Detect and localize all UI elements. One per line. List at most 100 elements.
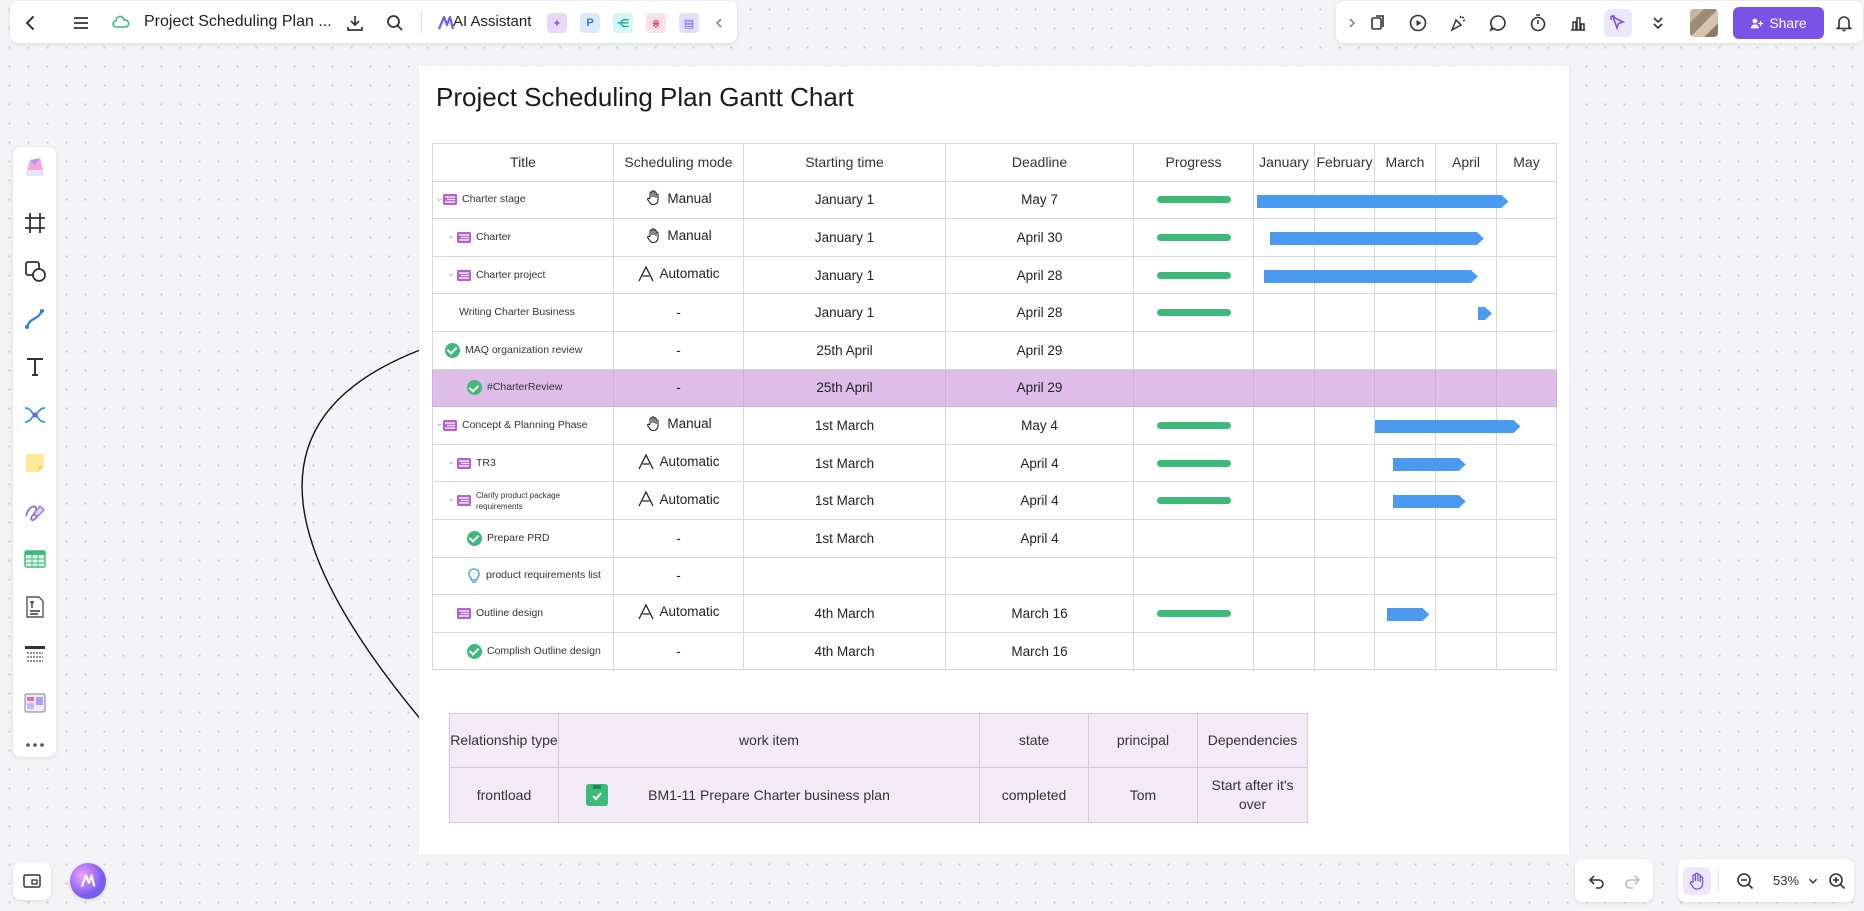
more-tools-icon[interactable] bbox=[1644, 9, 1672, 37]
scheduling-mode-cell[interactable]: Automatic bbox=[613, 594, 744, 633]
table-row[interactable]: #CharterReview - 25th April April 29 bbox=[432, 368, 1557, 408]
gantt-bar[interactable] bbox=[1393, 495, 1467, 509]
gantt-bar[interactable] bbox=[1270, 232, 1485, 246]
rel-col-dependencies[interactable]: Dependencies bbox=[1197, 713, 1308, 768]
chevron-down-icon[interactable]: ⌄ bbox=[447, 455, 456, 467]
more-icon[interactable] bbox=[21, 731, 49, 759]
starting-time[interactable]: 1st March bbox=[743, 481, 946, 520]
task-title[interactable]: #CharterReview bbox=[487, 381, 563, 394]
col-progress[interactable]: Progress bbox=[1133, 143, 1254, 182]
zoom-out-icon[interactable] bbox=[1731, 867, 1759, 895]
task-title[interactable]: Outline design bbox=[476, 606, 544, 619]
chevron-down-icon[interactable]: ⌄ bbox=[447, 493, 456, 505]
template-icon[interactable] bbox=[1364, 9, 1392, 37]
flowchart-icon[interactable]: ⋇ bbox=[646, 13, 666, 33]
page-title[interactable]: Project Scheduling Plan Gantt Chart bbox=[436, 82, 854, 112]
starting-time[interactable] bbox=[743, 556, 946, 596]
deadline[interactable]: May 4 bbox=[945, 406, 1134, 445]
task-title[interactable]: Concept & Planning Phase bbox=[462, 418, 588, 431]
task-title[interactable]: product requirements list bbox=[486, 569, 601, 582]
table-icon[interactable] bbox=[21, 545, 49, 573]
deadline[interactable]: April 28 bbox=[945, 255, 1134, 295]
chevron-down-icon[interactable]: ⌄ bbox=[447, 230, 456, 242]
scheduling-mode-cell[interactable]: Manual bbox=[613, 406, 744, 445]
image-generate-icon[interactable]: ✦ bbox=[547, 13, 567, 33]
table-row[interactable]: ⌄ TR3 Automatic 1st March April 4 bbox=[432, 443, 1557, 483]
table-row[interactable]: ⌄ Charter stage Manual January 1 May 7 bbox=[432, 180, 1557, 220]
scheduling-mode-cell[interactable]: Automatic bbox=[613, 255, 744, 295]
scheduling-mode-cell[interactable]: Manual bbox=[613, 180, 744, 220]
starting-time[interactable]: January 1 bbox=[743, 293, 946, 332]
list-icon[interactable] bbox=[21, 641, 49, 669]
col-month-january[interactable]: January bbox=[1253, 143, 1315, 182]
vote-icon[interactable] bbox=[1564, 9, 1592, 37]
task-title-cell[interactable]: ⌄ Charter stage bbox=[432, 180, 614, 220]
mindmap-icon[interactable]: ⋲ bbox=[613, 13, 633, 33]
deadline[interactable]: March 16 bbox=[945, 594, 1134, 633]
task-title[interactable]: TR3 bbox=[476, 456, 496, 469]
task-title-cell[interactable]: product requirements list bbox=[432, 556, 614, 596]
search-icon[interactable] bbox=[381, 9, 409, 37]
task-title[interactable]: Clarify product package requirements bbox=[476, 490, 561, 511]
rel-col-type[interactable]: Relationship type bbox=[449, 713, 559, 768]
scheduling-mode-cell[interactable]: Automatic bbox=[613, 443, 744, 483]
task-title-cell[interactable]: Writing Charter Business bbox=[432, 293, 614, 332]
starting-time[interactable]: 1st March bbox=[743, 406, 946, 445]
gantt-bar[interactable] bbox=[1375, 420, 1521, 434]
table-row[interactable]: Complish Outline design - 4th March March 1… bbox=[432, 631, 1557, 671]
table-row[interactable]: ⌄ Charter project Automatic January 1 April … bbox=[432, 255, 1557, 295]
rel-col-state[interactable]: state bbox=[979, 713, 1089, 768]
col-deadline[interactable]: Deadline bbox=[945, 143, 1134, 182]
table-row[interactable]: ⌄ Clarify product package requirements Aut… bbox=[432, 481, 1557, 520]
expand-right-icon[interactable] bbox=[1338, 9, 1366, 37]
shapes-icon[interactable] bbox=[21, 257, 49, 285]
zoom-level[interactable]: 53% bbox=[1773, 873, 1800, 888]
task-title-cell[interactable]: ⌄ Charter bbox=[432, 218, 614, 257]
deadline[interactable]: March 16 bbox=[945, 631, 1134, 671]
cursor-follow-icon[interactable] bbox=[1604, 9, 1632, 37]
celebrate-icon[interactable] bbox=[1444, 9, 1472, 37]
starting-time[interactable]: 1st March bbox=[743, 518, 946, 558]
elements-icon[interactable] bbox=[21, 153, 49, 181]
col-starting-time[interactable]: Starting time bbox=[743, 143, 946, 182]
pen-icon[interactable] bbox=[21, 497, 49, 525]
starting-time[interactable]: 1st March bbox=[743, 443, 946, 483]
sticky-note-icon[interactable] bbox=[21, 449, 49, 477]
table-row[interactable]: ⌄ Concept & Planning Phase Manual 1st March… bbox=[432, 406, 1557, 445]
chevron-down-icon[interactable] bbox=[1804, 867, 1822, 895]
task-title-cell[interactable]: ⌄ Concept & Planning Phase bbox=[432, 406, 614, 445]
deadline[interactable]: April 4 bbox=[945, 481, 1134, 520]
col-title[interactable]: Title bbox=[432, 143, 614, 182]
scheduling-mode-cell[interactable]: - bbox=[613, 293, 744, 332]
task-title[interactable]: Prepare PRD bbox=[487, 531, 550, 544]
scheduling-mode-cell[interactable]: - bbox=[613, 330, 744, 370]
task-title-cell[interactable]: ⌄ Clarify product package requirements bbox=[432, 481, 614, 520]
document-icon[interactable] bbox=[21, 593, 49, 621]
scheduling-mode-cell[interactable]: - bbox=[613, 368, 744, 408]
mindmap-tool-icon[interactable] bbox=[21, 401, 49, 429]
chat-board-icon[interactable]: ▤ bbox=[679, 13, 699, 33]
chevron-down-icon[interactable]: ⌄ bbox=[447, 267, 456, 279]
hand-tool-icon[interactable] bbox=[1683, 867, 1711, 895]
menu-icon[interactable] bbox=[67, 9, 95, 37]
deadline[interactable] bbox=[945, 556, 1134, 596]
deadline[interactable]: April 29 bbox=[945, 330, 1134, 370]
rel-work-item-cell[interactable]: BM1-11 Prepare Charter business plan bbox=[558, 767, 980, 823]
deadline[interactable]: April 29 bbox=[945, 368, 1134, 408]
task-title-cell[interactable]: Complish Outline design bbox=[432, 631, 614, 671]
deadline[interactable]: April 30 bbox=[945, 218, 1134, 257]
table-row[interactable]: Writing Charter Business - January 1 April … bbox=[432, 293, 1557, 332]
task-title-cell[interactable]: ⌄Outline design bbox=[432, 594, 614, 633]
chevron-down-icon[interactable]: ⌄ bbox=[435, 418, 444, 430]
table-row[interactable]: ⌄ Charter Manual January 1 April 30 bbox=[432, 218, 1557, 257]
scheduling-mode-cell[interactable]: - bbox=[613, 631, 744, 671]
rel-col-principal[interactable]: principal bbox=[1088, 713, 1198, 768]
task-title-cell[interactable]: ⌄ Charter project bbox=[432, 255, 614, 295]
bell-icon[interactable] bbox=[1830, 9, 1858, 37]
col-month-march[interactable]: March bbox=[1374, 143, 1436, 182]
deadline[interactable]: April 4 bbox=[945, 443, 1134, 483]
task-title-cell[interactable]: MAQ organization review bbox=[432, 330, 614, 370]
starting-time[interactable]: 25th April bbox=[743, 330, 946, 370]
avatar[interactable] bbox=[1690, 9, 1718, 37]
gantt-bar[interactable] bbox=[1257, 194, 1509, 208]
